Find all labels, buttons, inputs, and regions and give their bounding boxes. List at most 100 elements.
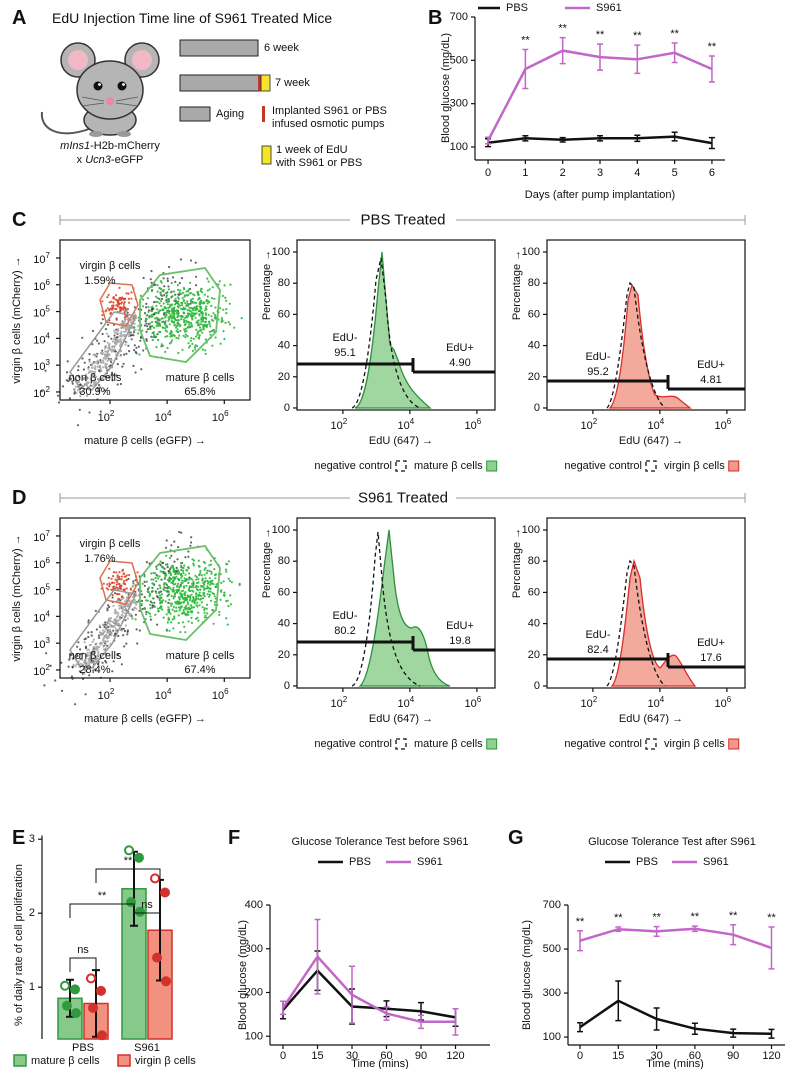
- cell-dot: [101, 623, 105, 626]
- legend-label: virgin β cells: [135, 1055, 196, 1067]
- cell-dot: [196, 333, 199, 336]
- cell-dot: [187, 288, 190, 291]
- cell-dot: [95, 656, 98, 659]
- cell-dot: [212, 328, 215, 332]
- cell-dot: [174, 297, 177, 300]
- legend-label: S961: [596, 2, 622, 14]
- cell-dot: [187, 342, 190, 345]
- error-bar: [708, 55, 715, 83]
- cell-dot: [165, 539, 168, 542]
- cell-dot: [92, 638, 95, 641]
- cell-dot: [167, 616, 170, 620]
- cell-dot: [76, 645, 79, 648]
- cell-dot: [208, 323, 211, 326]
- cell-dot: [190, 337, 193, 340]
- cell-dot: [145, 302, 148, 305]
- cell-dot: [143, 312, 147, 315]
- cell-dot: [213, 573, 217, 577]
- cell-dot: [190, 611, 193, 614]
- cell-dot: [155, 565, 158, 568]
- cell-dot: [95, 628, 98, 631]
- cell-dot: [156, 623, 159, 626]
- cell-dot: [159, 596, 162, 599]
- cell-dot: [98, 636, 101, 639]
- cell-dot: [122, 572, 125, 575]
- cell-dot: [219, 590, 223, 593]
- y-axis-label: % of daily rate of cell proliferation: [13, 864, 25, 1026]
- cell-dot: [122, 298, 125, 301]
- cell-dot: [112, 621, 115, 625]
- cell-dot: [85, 375, 88, 378]
- cell-dot: [176, 296, 179, 299]
- cell-dot: [123, 629, 126, 633]
- cell-dot: [107, 335, 110, 338]
- cell-dot: [165, 292, 168, 295]
- cell-dot: [206, 569, 209, 572]
- cell-dot: [164, 335, 167, 338]
- legend-label: infused osmotic pumps: [272, 118, 385, 130]
- tick-base: 10: [465, 698, 477, 710]
- cell-dot: [104, 358, 107, 361]
- cell-dot: [148, 612, 152, 615]
- legend-swatch: [486, 738, 498, 750]
- cell-dot: [107, 636, 110, 639]
- cell-dot: [225, 299, 228, 302]
- cell-dot: [184, 591, 187, 594]
- cell-dot: [181, 579, 184, 582]
- tick-exponent: 4: [46, 609, 51, 618]
- control-curve: [606, 559, 666, 687]
- gate-value: 95.1: [334, 347, 355, 359]
- cell-dot: [198, 591, 201, 594]
- cell-dot: [201, 314, 204, 317]
- cell-dot: [199, 588, 202, 591]
- y-tick-label: 40: [278, 340, 290, 352]
- cell-dot: [167, 608, 170, 611]
- cell-dot: [229, 283, 232, 286]
- gate-label: EdU-: [585, 351, 610, 363]
- cell-dot: [176, 305, 179, 308]
- cell-dot: [182, 318, 185, 321]
- cell-dot: [104, 310, 107, 313]
- tick-label: 106: [465, 695, 482, 711]
- cell-dot: [99, 366, 102, 369]
- cell-dot: [127, 301, 131, 304]
- cell-dot: [114, 632, 117, 635]
- cell-dot: [92, 669, 95, 672]
- significance-label: **: [596, 29, 605, 41]
- cell-dot: [57, 401, 61, 404]
- cell-dot: [143, 580, 146, 583]
- cell-dot: [200, 584, 203, 588]
- cell-dot: [116, 653, 119, 656]
- cell-dot: [196, 616, 199, 619]
- cell-dot: [175, 591, 179, 594]
- tick-label: 104: [155, 409, 172, 425]
- cell-dot: [186, 312, 189, 315]
- cell-dot: [203, 611, 206, 614]
- cell-dot: [119, 338, 122, 341]
- data-point: [86, 973, 96, 984]
- cell-dot: [229, 603, 232, 606]
- cell-dot: [117, 619, 120, 622]
- cell-dot: [129, 613, 132, 616]
- cell-dot: [204, 614, 207, 617]
- cell-dot: [149, 607, 152, 610]
- cell-dot: [189, 302, 192, 305]
- cell-dot: [191, 584, 194, 587]
- cell-dot: [108, 582, 111, 585]
- cell-dot: [168, 579, 171, 582]
- cell-dot: [160, 565, 163, 568]
- cell-dot: [156, 322, 159, 325]
- y-tick-label: 20: [528, 371, 540, 383]
- cell-dot: [175, 309, 178, 312]
- cell-dot: [110, 373, 113, 376]
- mouse-drawing: [40, 42, 160, 137]
- data-point: [97, 1030, 107, 1041]
- cell-dot: [190, 316, 194, 319]
- cell-dot: [113, 336, 116, 340]
- cell-dot: [114, 350, 117, 353]
- cell-dot: [180, 576, 183, 579]
- legend-label: virgin β cells: [664, 460, 725, 472]
- x-tick-label: 90: [415, 1050, 427, 1062]
- cell-dot: [197, 597, 200, 600]
- cell-dot: [206, 612, 209, 615]
